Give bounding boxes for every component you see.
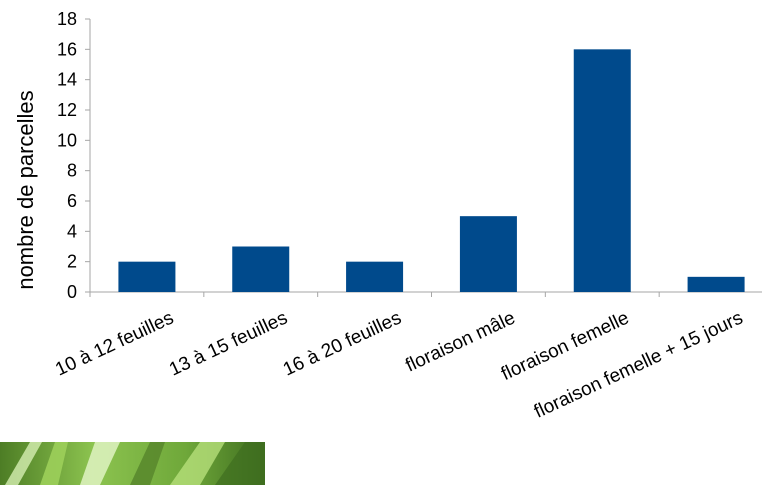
y-tick-label: 6 — [67, 191, 77, 211]
bar — [346, 261, 404, 292]
bar — [687, 276, 745, 292]
y-tick-label: 14 — [57, 70, 77, 90]
bar — [459, 216, 517, 292]
chart-bars — [118, 49, 745, 293]
bar — [118, 261, 176, 292]
x-category-label: 16 à 20 feuilles — [280, 307, 405, 380]
y-tick-label: 0 — [67, 282, 77, 302]
y-axis-title: nombre de parcelles — [13, 90, 38, 289]
corn-leaves-photo — [0, 442, 265, 485]
y-tick-label: 12 — [57, 100, 77, 120]
x-category-label: 13 à 15 feuilles — [166, 307, 291, 380]
y-tick-label: 2 — [67, 252, 77, 272]
x-category-label: floraison femelle + 15 jours — [531, 307, 746, 422]
x-category-label: 10 à 12 feuilles — [52, 307, 177, 380]
y-tick-label: 10 — [57, 130, 77, 150]
y-tick-label: 18 — [57, 9, 77, 29]
bar — [232, 246, 290, 292]
y-tick-labels: 0 2 4 6 8 10 12 14 16 18 — [57, 9, 77, 302]
y-tick-label: 4 — [67, 221, 77, 241]
y-tick-label: 16 — [57, 39, 77, 59]
bar — [573, 49, 631, 293]
y-tick-label: 8 — [67, 161, 77, 181]
chart-axes — [85, 18, 762, 297]
